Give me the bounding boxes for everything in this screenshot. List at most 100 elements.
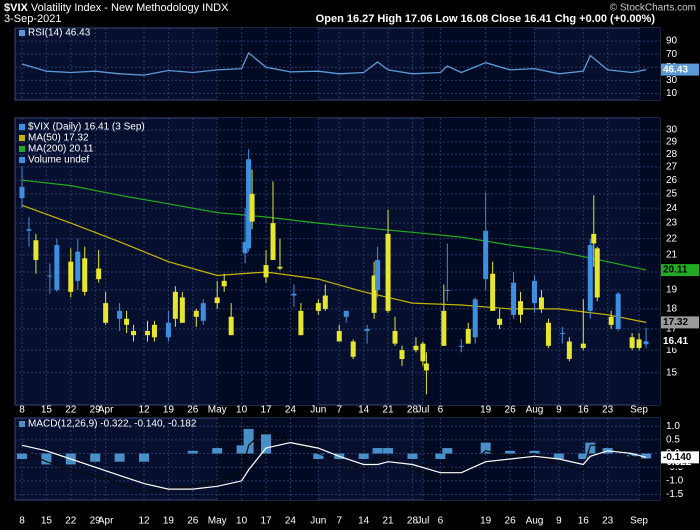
candle-body [172,291,178,319]
candle-body [643,341,649,345]
x-tick-label: 10 [236,516,248,527]
x-tick-label: 24 [285,405,297,416]
candle-body [518,301,524,315]
y-tick-label: 26 [666,175,678,186]
histogram-bar [372,448,383,454]
y-tick-label: 16 [666,345,678,356]
month-band [639,28,660,100]
candle-body [151,324,157,338]
candle-body [315,303,321,311]
y-tick-label: 27 [666,162,678,173]
candle-body [103,303,109,323]
candle-body [246,159,252,249]
x-tick-label: May [208,405,227,416]
legend-swatch [19,157,25,163]
rsi-line [21,51,647,76]
histogram-bar [313,453,324,459]
candle-body [375,259,381,290]
month-band [217,118,319,405]
x-tick-label: 19 [480,405,492,416]
candle-body [277,266,283,269]
y-tick-label: 29 [666,137,678,148]
legend-entry: RSI(14) 46.43 [28,28,91,39]
value-tag [661,63,699,76]
exchange: INDX [202,2,229,14]
x-tick-label: 26 [187,516,199,527]
candle-body [82,258,88,292]
instrument-name: Volatility Index - New Methodology [31,2,200,14]
x-tick-label: 6 [438,516,444,527]
histogram-bar [90,453,101,462]
y-tick-label: 1.0 [666,421,680,432]
x-tick-label: 16 [578,405,590,416]
y-tick-label: 18 [666,304,678,315]
candle-body [193,310,199,317]
histogram-bar [442,448,453,454]
x-tick-label: Jun [310,516,326,527]
x-tick-label: 26 [505,516,517,527]
chart-date: 3-Sep-2021 [4,13,62,25]
x-tick-label: 19 [163,405,175,416]
histogram-bar [407,453,418,459]
x-tick-label: 6 [438,405,444,416]
candle-body [75,251,81,281]
candle-body [385,233,391,311]
month-band [639,118,660,405]
x-tick-label: 7 [336,516,342,527]
candle-body [350,341,356,357]
candle-body [322,295,328,309]
x-tick-label: 9 [556,516,562,527]
candle-body [413,345,419,351]
candle-body [298,310,304,336]
candle-body [228,316,234,336]
y-tick-label: -1.0 [666,476,684,487]
histogram-bar [243,428,254,454]
legend-swatch [19,146,25,152]
y-tick-label: 21 [666,250,678,261]
month-band [422,118,535,405]
x-tick-label: 8 [19,405,25,416]
candle-body [249,193,255,222]
candle-body [444,289,450,291]
y-tick-label: 0.5 [666,435,680,446]
x-tick-label: 7 [336,405,342,416]
x-tick-label: 14 [358,405,370,416]
value-tag-label: -0.140 [663,452,692,463]
histogram-bar [212,448,223,454]
y-tick-label: 19 [666,285,678,296]
x-tick-label: Jul [417,516,430,527]
candle-body [636,339,642,348]
x-tick-label: 22 [65,516,77,527]
histogram-bar [139,453,149,462]
candle-body [343,310,349,317]
x-tick-label: Jul [417,405,430,416]
x-tick-label: 17 [260,405,272,416]
month-band [639,418,660,500]
histogram-bar [383,448,394,454]
legend-swatch [19,421,25,427]
x-tick-label: 22 [65,405,77,416]
candle-body [629,337,635,348]
candle-body [117,310,123,319]
candle-body [483,230,489,280]
y-tick-label: 10 [666,88,678,99]
histogram-bar [114,453,125,462]
y-tick-label: 30 [666,75,678,86]
candle-body [47,275,53,277]
histogram-bar [641,453,652,459]
candle-body [124,318,130,325]
x-tick-label: 29 [90,516,102,527]
y-tick-label: 90 [666,36,678,47]
histogram-bar [578,453,589,459]
legend-swatch [19,124,25,130]
candle-body [497,318,503,325]
value-tag [661,316,699,329]
histogram-bar [187,450,198,454]
value-tag-label: 46.43 [663,64,688,75]
x-tick-label: Aug [526,405,544,416]
histogram-bar [627,453,638,457]
moving-average [21,179,647,271]
y-tick-label: 30 [666,125,678,136]
